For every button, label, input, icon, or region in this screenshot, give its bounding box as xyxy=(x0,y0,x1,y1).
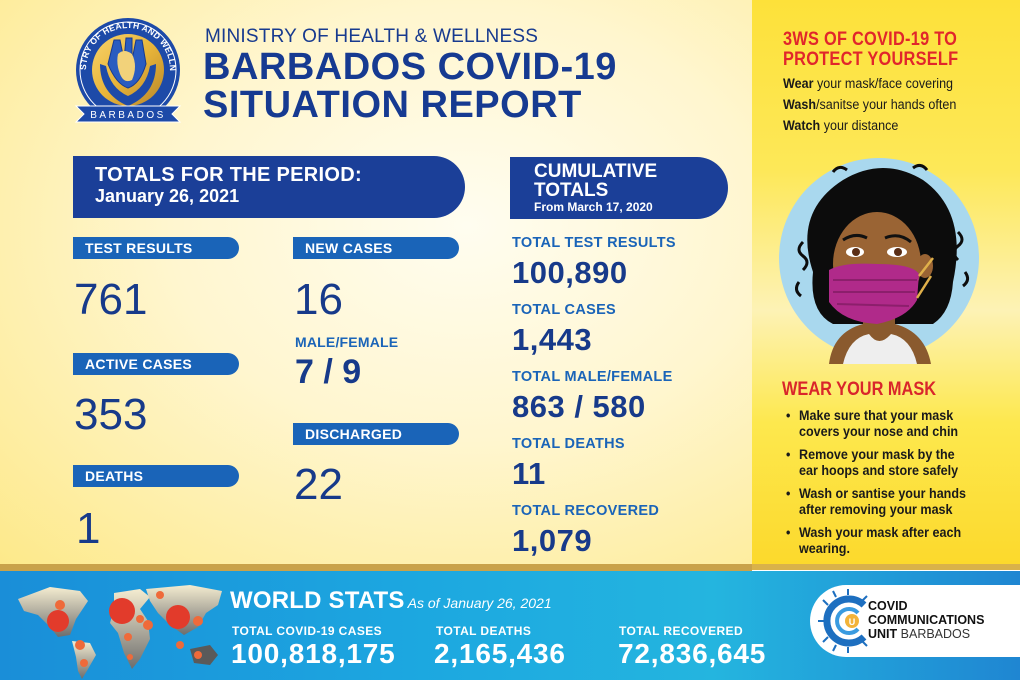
world-map-virus-icon xyxy=(18,585,222,679)
tip-line: wearing. xyxy=(799,540,850,556)
ws-bold: Watch xyxy=(783,118,821,133)
bullet-icon: • xyxy=(786,525,791,540)
wear-mask-title: WEAR YOUR MASK xyxy=(782,379,937,400)
total-male-female-value: 863 / 580 xyxy=(512,389,646,424)
total-deaths-label: TOTAL DEATHS xyxy=(512,436,625,452)
page-title: BARBADOS COVID-19 SITUATION REPORT xyxy=(203,48,617,124)
cumulative-title-1: CUMULATIVE xyxy=(534,161,658,182)
three-ws-line: Wear your mask/face covering xyxy=(783,76,953,91)
period-banner-title: TOTALS FOR THE PERIOD: xyxy=(95,164,362,186)
test-results-label: TEST RESULTS xyxy=(73,237,239,259)
world-stats-date: As of January 26, 2021 xyxy=(407,595,552,611)
deaths-label: DEATHS xyxy=(73,465,239,487)
period-date: January 26, 2021 xyxy=(95,186,240,206)
tip-line: ear hoops and store safely xyxy=(799,462,959,478)
three-ws-line: Wash/sanitse your hands often xyxy=(783,97,956,112)
divider xyxy=(752,564,1020,570)
list-item: • Wash or santise your hands after removin… xyxy=(786,486,991,517)
total-cases-label: TOTAL CASES xyxy=(512,302,617,318)
tip-line: Make sure that your mask xyxy=(799,408,954,423)
world-stats-title: WORLD STATS xyxy=(230,587,405,614)
male-female-value: 7 / 9 xyxy=(295,353,362,391)
divider xyxy=(0,564,752,572)
discharged-label: DISCHARGED xyxy=(293,423,459,445)
deaths-value: 1 xyxy=(76,504,101,553)
discharged-value: 22 xyxy=(294,460,343,509)
total-recovered-label: TOTAL RECOVERED xyxy=(512,503,660,519)
svg-text:BARBADOS: BARBADOS xyxy=(90,110,166,121)
tip-line: covers your nose and chin xyxy=(799,423,959,439)
new-cases-value: 16 xyxy=(294,275,343,324)
ws-bold: Wear xyxy=(783,76,814,91)
bullet-icon: • xyxy=(786,408,791,423)
world-cases-label: TOTAL COVID-19 CASES xyxy=(232,624,383,638)
total-test-results-label: TOTAL TEST RESULTS xyxy=(512,235,676,251)
bullet-icon: • xyxy=(786,486,791,501)
cumulative-since: From March 17, 2020 xyxy=(534,200,653,214)
three-ws-title-2: PROTECT YOURSELF xyxy=(783,49,959,70)
world-deaths-value: 2,165,436 xyxy=(434,638,566,669)
ws-rest: your mask/face covering xyxy=(813,76,954,91)
list-item: • Make sure that your mask covers your nos… xyxy=(786,408,991,439)
three-ws-title-1: 3WS OF COVID-19 TO xyxy=(783,29,958,50)
covid-communications-unit-logo: U COVID COMMUNICATIONS UNIT BARBADOS xyxy=(810,585,1020,657)
list-item: • Remove your mask by the ear hoops and st… xyxy=(786,447,991,478)
total-male-female-label: TOTAL MALE/FEMALE xyxy=(512,369,673,385)
tip-line: after removing your mask xyxy=(799,501,953,517)
world-deaths-label: TOTAL DEATHS xyxy=(436,624,532,638)
ccu-line-2: COMMUNICATIONS xyxy=(868,613,985,627)
active-cases-value: 353 xyxy=(74,390,148,439)
tip-line: Wash your mask after each xyxy=(799,525,962,540)
tip-line: Remove your mask by the xyxy=(799,447,955,462)
ministry-logo-icon: MINISTRY OF HEALTH AND WELLNESS BARBADOS xyxy=(66,14,182,123)
ministry-name: MINISTRY OF HEALTH & WELLNESS xyxy=(205,26,539,47)
bullet-icon: • xyxy=(786,447,791,462)
world-stats-heading: WORLD STATS As of January 26, 2021 xyxy=(230,587,552,615)
cumulative-title-2: TOTALS xyxy=(534,180,609,201)
virus-cu-logo-icon: U xyxy=(818,589,868,653)
ccu-unit: UNIT xyxy=(868,627,898,641)
ccu-line-3: UNIT BARBADOS xyxy=(868,627,984,641)
mask-tips-list: • Make sure that your mask covers your nos… xyxy=(786,408,1006,564)
total-test-results-value: 100,890 xyxy=(512,255,628,290)
ws-rest: /sanitse your hands often xyxy=(816,97,957,112)
ws-bold: Wash xyxy=(783,97,817,112)
ccu-text: COVID COMMUNICATIONS UNIT BARBADOS xyxy=(868,599,984,641)
period-banner: TOTALS FOR THE PERIOD: January 26, 2021 xyxy=(73,156,465,218)
male-female-label: MALE/FEMALE xyxy=(295,334,399,350)
woman-wearing-mask-icon xyxy=(779,158,979,364)
new-cases-label: NEW CASES xyxy=(293,237,459,259)
svg-text:U: U xyxy=(849,617,856,627)
world-recovered-label: TOTAL RECOVERED xyxy=(619,624,744,638)
test-results-value: 761 xyxy=(74,275,148,324)
active-cases-label: ACTIVE CASES xyxy=(73,353,239,375)
total-cases-value: 1,443 xyxy=(512,322,593,357)
world-cases-value: 100,818,175 xyxy=(231,638,396,669)
ws-rest: your distance xyxy=(820,118,899,133)
title-line-1: BARBADOS COVID-19 xyxy=(203,46,617,88)
ccu-barbados: BARBADOS xyxy=(897,627,971,641)
total-recovered-value: 1,079 xyxy=(512,523,593,558)
tip-line: Wash or santise your hands xyxy=(799,486,966,501)
title-line-2: SITUATION REPORT xyxy=(203,84,582,126)
three-ws-title: 3WS OF COVID-19 TO PROTECT YOURSELF xyxy=(783,30,958,70)
ccu-line-1: COVID xyxy=(868,599,908,613)
list-item: • Wash your mask after each wearing. xyxy=(786,525,991,556)
world-recovered-value: 72,836,645 xyxy=(618,638,767,669)
three-ws-line: Watch your distance xyxy=(783,118,898,133)
cumulative-banner: CUMULATIVE TOTALS From March 17, 2020 xyxy=(510,157,728,219)
total-deaths-value: 11 xyxy=(512,456,546,491)
